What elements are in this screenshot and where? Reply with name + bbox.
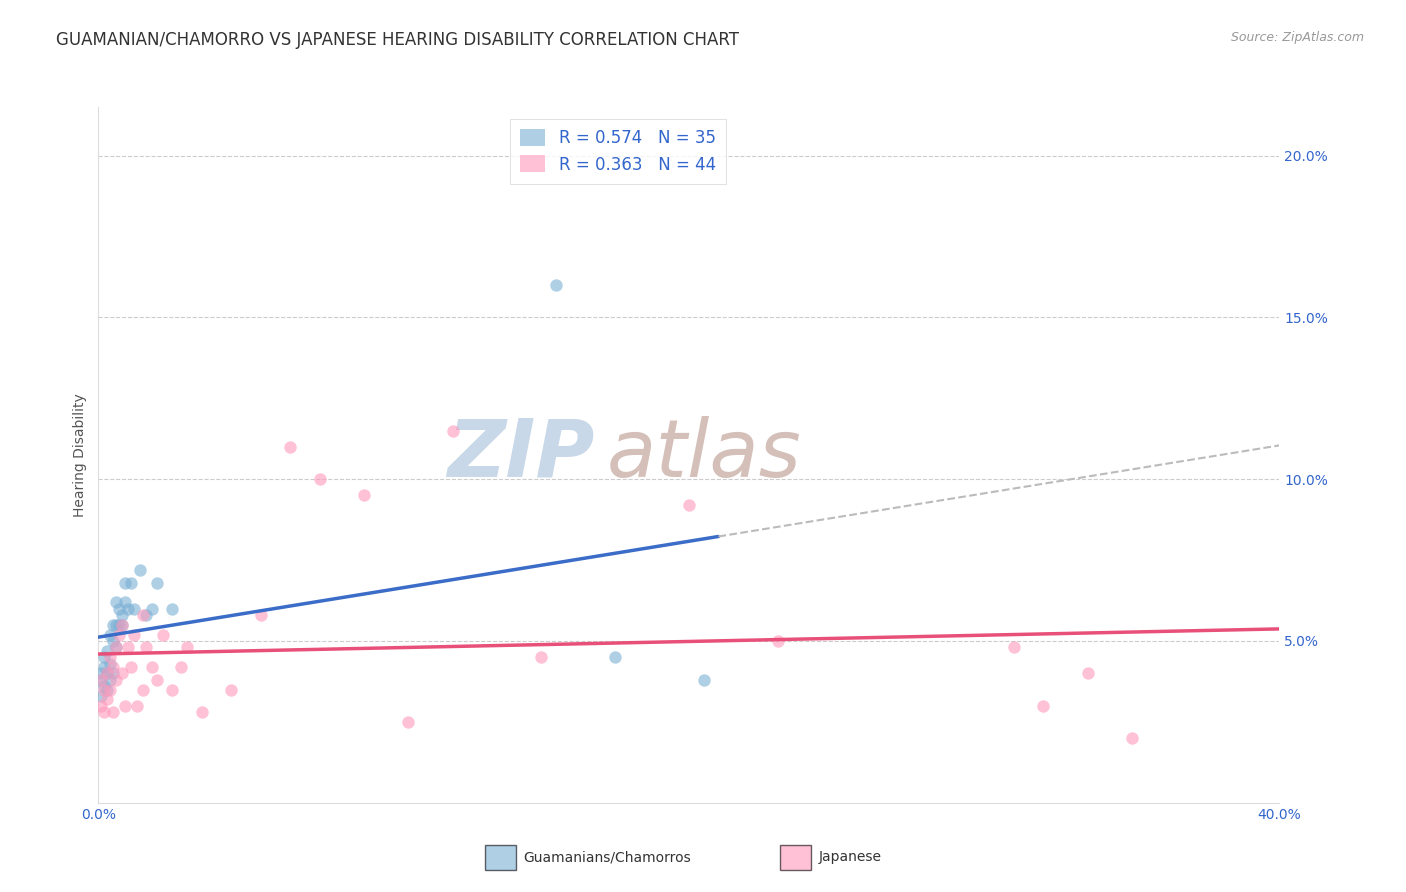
Point <box>219 682 242 697</box>
Text: Source: ZipAtlas.com: Source: ZipAtlas.com <box>1230 31 1364 45</box>
Point <box>90 698 112 713</box>
Point <box>103 705 125 719</box>
Point <box>135 608 157 623</box>
Point <box>693 673 716 687</box>
Point <box>90 689 112 703</box>
Point <box>103 660 125 674</box>
Point <box>103 634 125 648</box>
Point <box>108 627 131 641</box>
Point <box>96 666 118 681</box>
Point <box>170 660 193 674</box>
Point <box>98 650 121 665</box>
Point <box>111 617 134 632</box>
Point <box>105 617 128 632</box>
Point <box>98 627 121 641</box>
Point <box>135 640 157 655</box>
Point <box>93 705 115 719</box>
Point <box>120 575 142 590</box>
Point <box>278 440 302 454</box>
Point <box>1077 666 1099 681</box>
Text: GUAMANIAN/CHAMORRO VS JAPANESE HEARING DISABILITY CORRELATION CHART: GUAMANIAN/CHAMORRO VS JAPANESE HEARING D… <box>56 31 740 49</box>
Point <box>117 640 139 655</box>
Point <box>162 601 183 615</box>
Point <box>122 601 145 615</box>
Point <box>152 627 174 641</box>
Point <box>766 634 789 648</box>
Point <box>396 714 419 729</box>
Point <box>93 650 115 665</box>
Point <box>93 682 115 697</box>
Point <box>128 563 150 577</box>
Point <box>353 488 375 502</box>
Text: Japanese: Japanese <box>818 850 882 864</box>
Point <box>1032 698 1054 713</box>
Point <box>146 673 169 687</box>
Point <box>1121 731 1143 745</box>
Point <box>141 660 163 674</box>
Point <box>103 666 125 681</box>
Point <box>114 698 136 713</box>
Point <box>605 650 627 665</box>
Point <box>120 660 142 674</box>
Point <box>122 627 145 641</box>
Point <box>98 673 121 687</box>
Point <box>108 617 131 632</box>
Point <box>105 673 128 687</box>
Point <box>125 698 148 713</box>
Point <box>98 657 121 671</box>
Point <box>105 595 128 609</box>
Point <box>105 640 128 655</box>
Point <box>309 472 332 486</box>
Point <box>93 660 115 674</box>
Point <box>176 640 198 655</box>
Point <box>132 608 155 623</box>
Point <box>191 705 214 719</box>
Point <box>111 608 134 623</box>
Point <box>132 682 155 697</box>
Point <box>96 666 118 681</box>
Point <box>105 640 128 655</box>
Point <box>530 650 553 665</box>
Point <box>108 601 131 615</box>
Point <box>103 617 125 632</box>
Point <box>93 679 115 693</box>
Y-axis label: Hearing Disability: Hearing Disability <box>73 393 87 516</box>
Point <box>441 424 464 438</box>
Text: Guamanians/Chamorros: Guamanians/Chamorros <box>523 850 690 864</box>
Point <box>114 595 136 609</box>
Point <box>250 608 273 623</box>
Legend: R = 0.574   N = 35, R = 0.363   N = 44: R = 0.574 N = 35, R = 0.363 N = 44 <box>510 119 725 184</box>
Point <box>96 643 118 657</box>
Text: atlas: atlas <box>606 416 801 494</box>
Point <box>114 575 136 590</box>
Point <box>90 673 112 687</box>
Point <box>96 682 118 697</box>
Point <box>546 278 568 293</box>
Point <box>162 682 183 697</box>
Point <box>111 617 134 632</box>
Text: ZIP: ZIP <box>447 416 595 494</box>
Point <box>1002 640 1025 655</box>
Point <box>98 682 121 697</box>
Point <box>96 692 118 706</box>
Point <box>111 666 134 681</box>
Point <box>90 673 112 687</box>
Point <box>117 601 139 615</box>
Point <box>90 666 112 681</box>
Point <box>678 498 700 512</box>
Point <box>146 575 169 590</box>
Point <box>141 601 163 615</box>
